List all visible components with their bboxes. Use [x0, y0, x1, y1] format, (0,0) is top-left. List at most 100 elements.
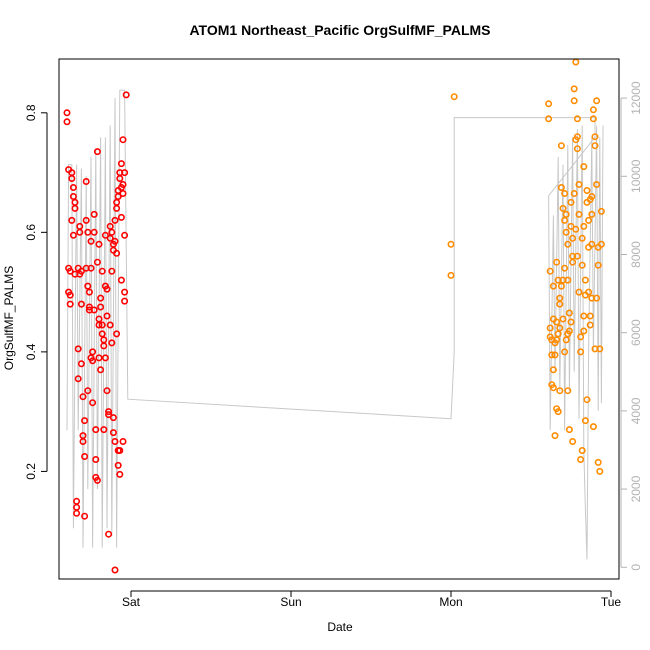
data-point-series-2 [572, 58, 580, 66]
data-point-series-2 [588, 240, 596, 248]
y2-tick-label: 2000 [629, 475, 643, 502]
chart-title: ATOM1 Northeast_Pacific OrgSulfMF_PALMS [189, 22, 490, 38]
data-point-series-2 [581, 276, 589, 284]
data-point-series-2 [577, 348, 585, 356]
data-point-series-2 [597, 240, 605, 248]
data-point-series-2 [556, 324, 564, 332]
y2-tick-label: 0 [629, 564, 643, 571]
y-tick-label: 0.2 [24, 463, 38, 480]
data-point-series-1 [98, 321, 106, 329]
data-point-series-2 [577, 333, 585, 341]
x-tick-label: Sun [280, 595, 301, 609]
data-point-series-2 [585, 288, 593, 296]
data-point-series-1 [98, 267, 106, 275]
data-point-series-1 [106, 321, 114, 329]
data-point-series-2 [562, 210, 570, 218]
data-point-series-1 [98, 330, 106, 338]
x-tick-label: Tue [601, 595, 622, 609]
data-point-series-2 [556, 294, 564, 302]
data-point-series-2 [557, 142, 565, 150]
data-point-series-1 [114, 461, 122, 469]
data-point-series-2 [593, 294, 601, 302]
data-point-series-1 [81, 512, 89, 520]
data-point-series-1 [121, 169, 129, 177]
data-point-series-2 [594, 261, 602, 269]
data-point-series-2 [580, 163, 588, 171]
data-point-series-1 [97, 303, 105, 311]
data-point-series-1 [77, 267, 85, 275]
data-point-series-1 [108, 228, 116, 236]
data-point-series-2 [565, 309, 573, 317]
data-point-series-1 [73, 503, 81, 511]
data-point-series-1 [84, 387, 92, 395]
data-point-series-1 [121, 231, 129, 239]
data-point-series-1 [66, 267, 74, 275]
data-point-series-2 [589, 106, 597, 114]
data-point-series-1 [121, 288, 129, 296]
data-point-series-2 [561, 348, 569, 356]
data-point-series-2 [545, 115, 553, 123]
data-point-series-1 [69, 184, 77, 192]
data-point-series-1 [103, 387, 111, 395]
data-point-series-1 [105, 411, 113, 419]
data-point-series-2 [573, 133, 581, 141]
data-point-series-1 [81, 417, 89, 425]
data-point-series-1 [89, 357, 97, 365]
data-point-series-1 [101, 231, 109, 239]
data-point-series-2 [564, 240, 572, 248]
data-point-series-2 [554, 330, 562, 338]
data-point-series-1 [84, 282, 92, 290]
data-point-series-2 [546, 324, 554, 332]
data-point-series-1 [89, 399, 97, 407]
data-point-series-1 [93, 148, 101, 156]
data-point-series-2 [593, 181, 601, 189]
data-point-series-1 [111, 437, 119, 445]
data-point-series-2 [594, 458, 602, 466]
data-point-series-2 [573, 115, 581, 123]
data-point-series-2 [562, 228, 570, 236]
data-point-series-1 [74, 345, 82, 353]
data-point-series-1 [82, 178, 90, 186]
data-point-series-1 [119, 190, 127, 198]
data-point-series-1 [73, 497, 81, 505]
x-axis-label: Date [327, 620, 353, 634]
data-point-series-1 [95, 321, 103, 329]
data-point-series-1 [111, 237, 119, 245]
data-point-series-2 [588, 193, 596, 201]
data-point-series-2 [562, 336, 570, 344]
y2-tick-label: 10000 [629, 159, 643, 193]
data-point-series-2 [586, 312, 594, 320]
data-point-series-1 [113, 204, 121, 212]
data-point-series-1 [108, 267, 116, 275]
data-point-series-1 [119, 181, 127, 189]
data-point-series-2 [549, 384, 557, 392]
data-point-series-2 [551, 432, 559, 440]
data-point-series-1 [68, 216, 76, 224]
data-point-series-1 [116, 470, 124, 478]
data-point-series-1 [93, 476, 101, 484]
data-point-series-1 [77, 360, 85, 368]
data-point-series-1 [90, 228, 98, 236]
data-point-series-1 [69, 231, 77, 239]
data-point-series-1 [114, 446, 122, 454]
data-point-series-2 [564, 276, 572, 284]
y2-tick-label: 4000 [629, 397, 643, 424]
data-point-series-2 [567, 198, 575, 206]
data-point-series-2 [564, 387, 572, 395]
data-point-series-1 [81, 452, 89, 460]
data-point-series-2 [575, 181, 583, 189]
data-point-series-1 [105, 530, 113, 538]
data-point-series-2 [567, 318, 575, 326]
y2-tick-label: 8000 [629, 241, 643, 268]
data-point-series-1 [103, 285, 111, 293]
data-point-series-1 [117, 160, 125, 168]
data-point-series-2 [557, 282, 565, 290]
data-point-series-2 [591, 142, 599, 150]
data-point-series-2 [564, 330, 572, 338]
data-point-series-1 [77, 300, 85, 308]
x-tick-label: Sat [122, 595, 141, 609]
data-point-series-1 [66, 300, 74, 308]
data-point-series-2 [565, 426, 573, 434]
y2-tick-label: 6000 [629, 319, 643, 346]
